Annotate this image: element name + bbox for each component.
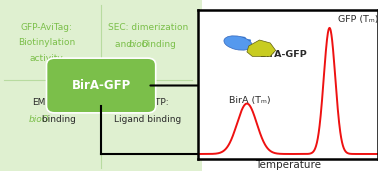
Text: GFP-AviTag:: GFP-AviTag: (20, 23, 73, 32)
Text: SEC: dimerization: SEC: dimerization (107, 23, 188, 32)
Text: EMSA:: EMSA: (33, 98, 60, 107)
Text: GFP (Tₘ): GFP (Tₘ) (339, 15, 378, 24)
Text: Biotinylation: Biotinylation (18, 38, 75, 47)
Text: binding: binding (39, 115, 76, 124)
Text: bioO: bioO (129, 40, 149, 49)
FancyBboxPatch shape (0, 0, 204, 171)
Ellipse shape (232, 37, 240, 41)
Text: and: and (115, 40, 135, 49)
Ellipse shape (224, 36, 252, 50)
Text: bioO: bioO (28, 115, 49, 124)
Text: activity: activity (29, 54, 64, 63)
Ellipse shape (243, 39, 251, 44)
FancyBboxPatch shape (46, 58, 156, 113)
Text: binding: binding (138, 40, 175, 49)
Text: DSF-GTP:: DSF-GTP: (127, 98, 169, 107)
Polygon shape (247, 40, 276, 56)
Ellipse shape (237, 37, 246, 41)
X-axis label: Temperature: Temperature (255, 160, 321, 170)
Text: BirA-GFP: BirA-GFP (259, 50, 307, 59)
Text: BirA-GFP: BirA-GFP (71, 79, 131, 92)
Text: Ligand binding: Ligand binding (114, 115, 181, 124)
Text: BirA (Tₘ): BirA (Tₘ) (229, 96, 271, 106)
Ellipse shape (227, 39, 235, 44)
